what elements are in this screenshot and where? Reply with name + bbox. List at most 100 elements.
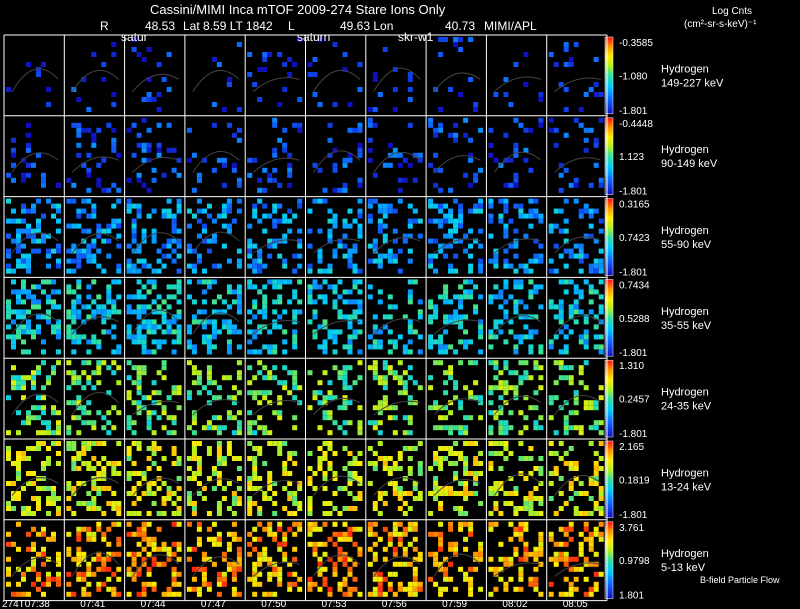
- heatmap-cell: [518, 339, 524, 345]
- heatmap-cell: [297, 521, 303, 527]
- heatmap-cell: [66, 591, 72, 597]
- heatmap-cell: [292, 581, 298, 587]
- heatmap-cell: [518, 471, 524, 476]
- heatmap-cell: [206, 365, 212, 371]
- heatmap-cell: [563, 541, 569, 547]
- heatmap-cell: [588, 476, 594, 481]
- heatmap-cell: [186, 586, 192, 592]
- heatmap-cell: [186, 456, 192, 461]
- heatmap-cell: [488, 461, 494, 466]
- heatmap-cell: [236, 137, 242, 143]
- heatmap-cell: [508, 319, 514, 325]
- heatmap-cell: [428, 198, 434, 204]
- heatmap-cell: [493, 248, 499, 254]
- heatmap-cell: [553, 268, 559, 274]
- heatmap-cell: [272, 117, 278, 123]
- heatmap-cell: [548, 258, 554, 264]
- heatmap-cell: [126, 263, 132, 269]
- heatmap-cell: [488, 385, 494, 391]
- heatmap-cell: [588, 586, 594, 592]
- heatmap-cell: [116, 471, 122, 476]
- heatmap-cell: [523, 546, 529, 552]
- heatmap-cell: [231, 324, 237, 330]
- heatmap-cell: [377, 228, 383, 234]
- heatmap-cell: [433, 203, 439, 209]
- heatmap-cell: [297, 501, 303, 506]
- heatmap-cell: [357, 319, 363, 325]
- heatmap-cell: [136, 591, 142, 597]
- heatmap-cell: [508, 556, 514, 562]
- heatmap-cell: [297, 122, 303, 128]
- heatmap-cell: [106, 284, 112, 290]
- heatmap-cell: [277, 52, 283, 57]
- heatmap-cell: [553, 466, 559, 471]
- heatmap-cell: [36, 486, 41, 491]
- heatmap-cell: [216, 541, 222, 547]
- heatmap-cell: [337, 370, 343, 376]
- heatmap-cell: [81, 501, 87, 506]
- heatmap-cell: [216, 456, 222, 461]
- heatmap-cell: [141, 284, 147, 290]
- heatmap-cell: [412, 521, 418, 527]
- heatmap-cell: [216, 451, 222, 456]
- heatmap-cell: [226, 561, 232, 567]
- heatmap-cell: [141, 97, 147, 102]
- heatmap-cell: [66, 268, 72, 274]
- heatmap-cell: [327, 556, 333, 562]
- heatmap-cell: [488, 213, 494, 219]
- heatmap-cell: [292, 531, 298, 537]
- heatmap-cell: [236, 127, 242, 133]
- heatmap-cell: [297, 198, 303, 204]
- heatmap-cell: [126, 415, 132, 421]
- heatmap-cell: [176, 496, 182, 501]
- heatmap-cell: [342, 400, 348, 406]
- heatmap-cell: [463, 461, 469, 466]
- info-l-label: L: [288, 19, 295, 33]
- heatmap-cell: [493, 360, 499, 366]
- heatmap-cell: [598, 218, 604, 224]
- heatmap-cell: [11, 218, 16, 224]
- heatmap-cell: [36, 446, 41, 451]
- heatmap-cell: [468, 471, 474, 476]
- heatmap-cell: [553, 561, 559, 567]
- heatmap-cell: [518, 506, 524, 511]
- heatmap-cell: [352, 586, 358, 592]
- heatmap-cell: [598, 486, 604, 491]
- heatmap-cell: [272, 284, 278, 290]
- heatmap-cell: [221, 576, 227, 582]
- heatmap-cell: [357, 551, 363, 557]
- heatmap-cell: [518, 213, 524, 219]
- heatmap-cell: [352, 334, 358, 340]
- heatmap-cell: [443, 314, 449, 320]
- heatmap-cell: [282, 218, 288, 224]
- heatmap-cell: [11, 177, 16, 183]
- heatmap-cell: [317, 461, 323, 466]
- heatmap-cell: [503, 284, 509, 290]
- heatmap-cell: [176, 157, 182, 163]
- heatmap-cell: [51, 203, 56, 209]
- heatmap-cell: [156, 304, 162, 310]
- heatmap-cell: [56, 360, 61, 366]
- heatmap-cell: [71, 268, 77, 274]
- heatmap-cell: [347, 400, 353, 406]
- heatmap-cell: [267, 576, 273, 582]
- heatmap-cell: [176, 339, 182, 345]
- heatmap-cell: [382, 576, 388, 582]
- heatmap-cell: [226, 289, 232, 295]
- heatmap-cell: [81, 248, 87, 254]
- field-line: [313, 554, 361, 577]
- heatmap-cell: [518, 576, 524, 582]
- info-extra: 40.73: [445, 19, 476, 33]
- heatmap-cell: [196, 177, 202, 183]
- heatmap-cell: [453, 253, 459, 259]
- heatmap-cell: [332, 349, 338, 355]
- colorbar: [604, 198, 614, 276]
- heatmap-cell: [538, 591, 544, 597]
- heatmap-cell: [598, 506, 604, 511]
- heatmap-cell: [357, 223, 363, 229]
- heatmap-cell: [257, 248, 263, 254]
- heatmap-cell: [468, 208, 474, 214]
- heatmap-cell: [71, 556, 77, 562]
- heatmap-cell: [488, 511, 494, 516]
- heatmap-cell: [156, 147, 162, 153]
